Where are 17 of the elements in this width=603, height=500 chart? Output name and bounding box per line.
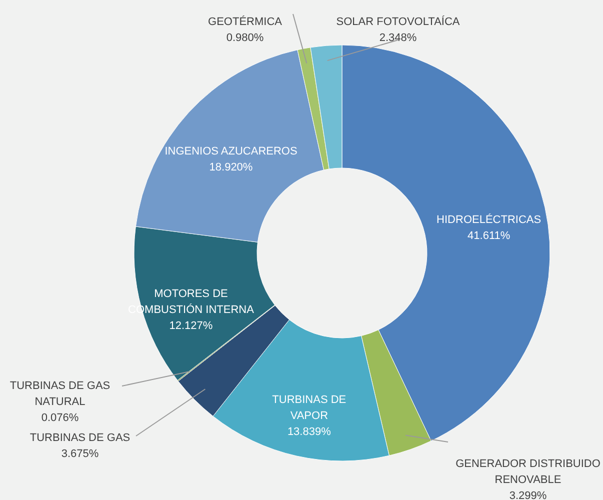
slice-label: HIDROELÉCTRICAS	[436, 212, 542, 226]
slice-label: TURBINAS DE GAS	[30, 432, 130, 444]
slice-label: TURBINAS DE VAPOR	[272, 394, 346, 422]
slice-label: TURBINAS DE GAS NATURAL	[10, 380, 110, 408]
slice-label: GENERADOR DISTRIBUIDO RENOVABLE	[456, 458, 601, 486]
data-label: 13.839%	[287, 426, 332, 438]
data-label: 0.076%	[41, 412, 79, 424]
data-label: 0.980%	[226, 32, 264, 44]
data-label: 12.127%	[169, 320, 213, 332]
data-label: 41.611%	[468, 230, 510, 242]
data-label: 2.348%	[379, 32, 417, 44]
data-label: 3.299%	[509, 490, 547, 500]
data-label: 3.675%	[61, 448, 99, 460]
slice-label: INGENIOS AZUCAREROS	[164, 145, 298, 158]
slice-label: GEOTÉRMICA	[208, 15, 283, 28]
slice-label: SOLAR FOTOVOLTAÍCA	[336, 15, 460, 28]
data-label: 18.920%	[209, 161, 253, 174]
